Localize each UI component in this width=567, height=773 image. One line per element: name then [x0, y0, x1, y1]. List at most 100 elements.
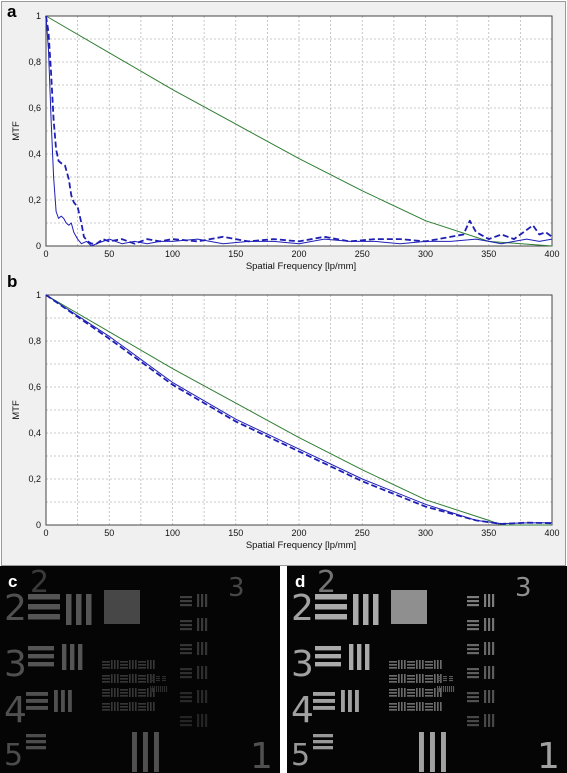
- target-bar: [129, 702, 131, 711]
- target-bar: [439, 686, 441, 692]
- target-bar: [138, 681, 146, 683]
- target-bar: [138, 664, 146, 666]
- target-bar: [180, 700, 192, 703]
- target-bar: [373, 594, 379, 625]
- target-bar: [120, 709, 128, 711]
- target-bar: [425, 678, 433, 680]
- target-bar: [467, 648, 479, 651]
- target-bar: [467, 700, 479, 703]
- target-bar: [407, 664, 415, 666]
- target-bar: [389, 692, 397, 694]
- target-bar: [138, 667, 146, 669]
- target-bar: [404, 702, 406, 711]
- target-bar: [315, 646, 341, 651]
- target-bar: [111, 688, 113, 697]
- x-tick-label: 250: [355, 249, 370, 259]
- target-bar: [76, 594, 82, 625]
- target-bar: [389, 681, 397, 683]
- target-bar: [129, 660, 131, 669]
- target-bar: [389, 667, 397, 669]
- target-bar: [365, 644, 370, 670]
- target-bar: [138, 692, 146, 694]
- target-bar: [150, 676, 154, 678]
- y-tick-label: 0,8: [28, 336, 41, 346]
- target-bar: [425, 689, 433, 691]
- target-bar: [419, 674, 421, 683]
- target-bar: [416, 660, 418, 669]
- target-bar: [425, 661, 433, 663]
- target-bar: [419, 660, 421, 669]
- target-digit: 1: [537, 736, 560, 773]
- target-bar: [152, 686, 154, 692]
- target-digit: 2: [291, 588, 314, 629]
- target-bar: [467, 668, 479, 671]
- target-bar: [138, 709, 146, 711]
- panel-letter-d: d: [295, 572, 306, 591]
- target-bar: [138, 695, 146, 697]
- target-bar: [120, 667, 128, 669]
- target-bar: [425, 681, 433, 683]
- target-bar: [201, 642, 204, 655]
- target-bar: [407, 681, 415, 683]
- y-tick-label: 0,2: [28, 474, 41, 484]
- target-bar: [357, 644, 362, 670]
- target-bar: [398, 660, 400, 669]
- target-bar: [437, 660, 439, 669]
- target-bar: [26, 706, 48, 710]
- x-tick-label: 150: [228, 249, 243, 259]
- target-bar: [201, 594, 204, 607]
- target-bar: [164, 686, 166, 692]
- target-bar: [313, 746, 333, 750]
- target-bar: [129, 674, 131, 683]
- panel-letter-b: b: [7, 272, 18, 291]
- target-bar: [355, 690, 359, 712]
- target-bar: [26, 734, 46, 738]
- target-bar: [102, 709, 110, 711]
- target-bar: [313, 740, 333, 744]
- target-bar: [434, 660, 436, 669]
- target-bar: [147, 688, 149, 697]
- target-bar: [313, 692, 335, 696]
- target-bar: [205, 714, 208, 727]
- target-bar: [120, 664, 128, 666]
- y-axis-title: MTF: [11, 121, 22, 141]
- target-bar: [153, 660, 155, 669]
- target-bar: [488, 594, 491, 607]
- target-bar: [180, 652, 192, 655]
- target-bar: [150, 702, 152, 711]
- target-bar: [153, 702, 155, 711]
- target-bar: [180, 604, 192, 607]
- target-bar: [120, 678, 128, 680]
- target-bar: [492, 594, 495, 607]
- target-bar: [443, 676, 447, 678]
- target-bar: [162, 686, 164, 692]
- target-bar: [425, 709, 433, 711]
- target-bar: [467, 628, 479, 631]
- target-bar: [138, 706, 146, 708]
- target-bar: [430, 732, 435, 772]
- target-bar: [467, 644, 479, 647]
- target-bar: [441, 732, 446, 772]
- target-bar: [425, 703, 433, 705]
- target-bar: [138, 689, 146, 691]
- y-tick-label: 0,4: [28, 149, 41, 159]
- target-bar: [449, 678, 453, 680]
- target-bar: [425, 695, 433, 697]
- target-bar: [419, 688, 421, 697]
- target-bar: [419, 732, 424, 772]
- target-bar: [120, 675, 128, 677]
- target-bar: [484, 714, 487, 727]
- target-bar: [132, 732, 137, 772]
- target-digit: 5: [291, 738, 310, 773]
- target-bar: [315, 614, 347, 620]
- target-bar: [389, 695, 397, 697]
- target-bar: [180, 724, 192, 727]
- target-bar: [315, 662, 341, 667]
- target-bar: [389, 706, 397, 708]
- target-bar: [401, 702, 403, 711]
- target-bar: [102, 678, 110, 680]
- target-bar: [135, 702, 137, 711]
- panel-letter-a: a: [7, 2, 17, 21]
- x-tick-label: 0: [43, 249, 48, 259]
- target-bar: [484, 594, 487, 607]
